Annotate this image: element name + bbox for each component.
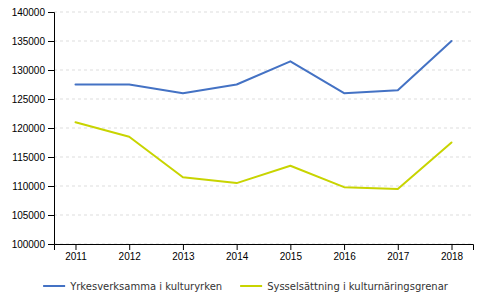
tick: 2011	[65, 244, 87, 262]
tick: 2015	[280, 244, 303, 262]
x-axis: 2011 2012 2013 2014 2015 2016 2017 2018	[55, 244, 474, 262]
tick: 135000	[12, 36, 54, 47]
tick-mark	[129, 244, 130, 250]
plot: 2011201220132014201520162017201810000010…	[12, 7, 474, 262]
tick: 2017	[387, 244, 410, 262]
grid-line	[54, 41, 473, 42]
tick-label: 140000	[12, 7, 46, 18]
tick: 140000	[12, 7, 54, 18]
tick: 100000	[12, 239, 54, 250]
axis-line	[55, 245, 474, 251]
tick-mark	[398, 244, 399, 250]
tick-label: 105000	[12, 210, 46, 221]
tick-label: 2015	[280, 251, 303, 262]
tick-mark	[290, 244, 291, 250]
legend-label: Yrkesverksamma i kulturyrken	[69, 281, 222, 292]
legend-swatch	[43, 285, 65, 287]
legend-swatch	[240, 285, 262, 287]
grid-line	[54, 99, 473, 100]
axis-line	[48, 13, 55, 245]
tick: 120000	[12, 123, 54, 134]
tick-mark	[48, 99, 54, 100]
tick-label: 2013	[172, 251, 195, 262]
tick-mark	[48, 12, 54, 13]
tick-label: 2012	[119, 251, 142, 262]
series-line	[75, 41, 451, 93]
grid-line	[54, 186, 473, 187]
tick: 2013	[172, 244, 195, 262]
tick-label: 2014	[226, 251, 249, 262]
tick-mark	[75, 244, 76, 250]
lines	[75, 41, 451, 189]
legend-item: Yrkesverksamma i kulturyrken	[43, 281, 222, 292]
tick-label: 2011	[65, 251, 87, 262]
tick-mark	[237, 244, 238, 250]
tick: 110000	[12, 181, 54, 192]
tick-mark	[48, 41, 54, 42]
tick-mark	[48, 186, 54, 187]
tick-mark	[48, 215, 54, 216]
tick: 2014	[226, 244, 249, 262]
tick-mark	[48, 244, 54, 245]
legend-item: Sysselsättning i kulturnäringsgrenar	[240, 281, 449, 292]
tick: 130000	[12, 65, 54, 76]
tick-label: 100000	[12, 239, 46, 250]
tick-label: 2017	[387, 251, 410, 262]
tick-label: 2016	[333, 251, 356, 262]
grid	[54, 12, 473, 244]
tick-label: 115000	[12, 152, 45, 163]
grid-line	[54, 157, 473, 158]
tick-label: 130000	[12, 65, 46, 76]
tick-mark	[48, 157, 54, 158]
grid-line	[54, 12, 473, 13]
tick-mark	[344, 244, 345, 250]
tick-mark	[48, 128, 54, 129]
tick-label: 2018	[441, 251, 464, 262]
tick-label: 125000	[12, 94, 46, 105]
tick: 2012	[119, 244, 142, 262]
legend: Yrkesverksamma i kulturyrken Sysselsättni…	[43, 281, 449, 292]
tick: 2016	[333, 244, 356, 262]
y-axis: 100000 105000 110000 115000 120000 125000 1300…	[12, 7, 55, 250]
tick: 2018	[441, 244, 464, 262]
grid-line	[54, 215, 473, 216]
legend-label: Sysselsättning i kulturnäringsgrenar	[267, 281, 449, 292]
grid-line	[54, 70, 473, 71]
tick-label: 110000	[12, 181, 45, 192]
tick-label: 120000	[12, 123, 46, 134]
chart: 2011201220132014201520162017201810000010…	[0, 0, 491, 302]
tick: 115000	[12, 152, 54, 163]
tick-mark	[452, 244, 453, 250]
grid-line	[54, 128, 473, 129]
tick-mark	[48, 70, 54, 71]
tick-mark	[183, 244, 184, 250]
tick: 105000	[12, 210, 54, 221]
tick-label: 135000	[12, 36, 46, 47]
series-line	[75, 122, 451, 189]
tick: 125000	[12, 94, 54, 105]
